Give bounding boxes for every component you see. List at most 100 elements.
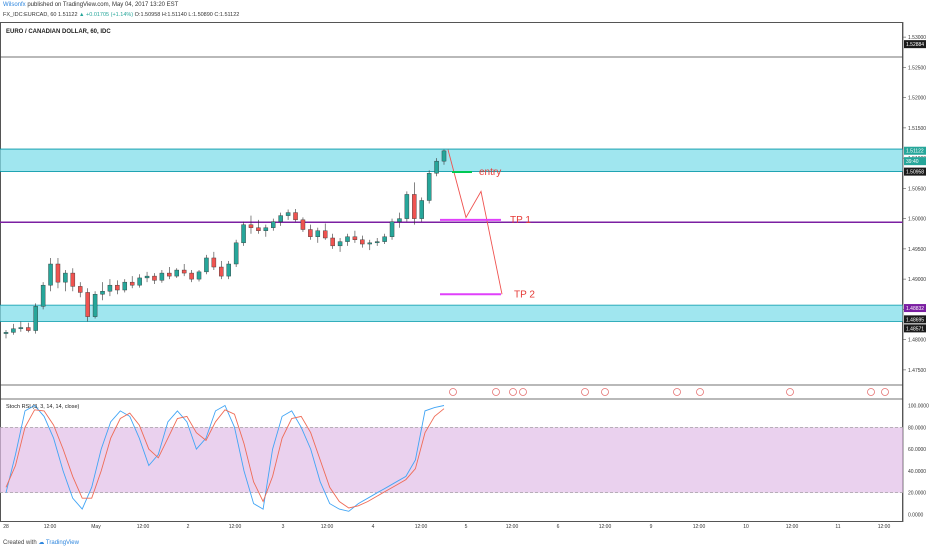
candle [360, 235, 365, 248]
tradingview-link[interactable]: TradingView [45, 540, 79, 546]
candle [397, 212, 402, 228]
time-tick-label: 4 [372, 524, 375, 530]
candle [100, 282, 105, 301]
stoch-title: Stoch RSI (3, 3, 14, 14, close) [6, 404, 80, 410]
stoch-d-line [5, 408, 445, 509]
candle-body [11, 328, 16, 333]
candle-body [241, 224, 246, 244]
price-tick-label: 1.49500 [908, 247, 926, 253]
time-tick-label: 28 [3, 524, 9, 530]
candle [308, 224, 313, 240]
event-marker-icon [881, 388, 889, 396]
candle-body [181, 269, 187, 274]
candle-body [271, 221, 276, 228]
candle [285, 209, 291, 220]
event-marker-icon [673, 388, 681, 396]
event-marker-icon [492, 388, 500, 396]
candle [159, 270, 165, 283]
candle [382, 233, 387, 245]
stoch-tick-label: 100.0000 [908, 403, 929, 409]
time-tick-label: 12:00 [599, 524, 612, 530]
candle [33, 303, 38, 334]
candle-body [159, 272, 165, 281]
tradingview-logo-icon: ☁ [38, 540, 45, 546]
event-marker-icon [581, 388, 589, 396]
candle-body [441, 150, 447, 162]
price-tick-label: 1.50000 [908, 217, 926, 223]
candle-body [278, 215, 283, 222]
price-label-box [904, 146, 926, 155]
time-tick-label: 2 [187, 524, 190, 530]
candle-body [256, 227, 261, 231]
candle-body [233, 242, 239, 265]
candle [219, 260, 224, 280]
stoch-band [0, 427, 903, 493]
event-marker-icon [696, 388, 704, 396]
candle [211, 251, 217, 271]
stoch-k-line [5, 404, 445, 512]
time-tick-label: 12:00 [137, 524, 150, 530]
candle [152, 273, 157, 284]
candle [40, 282, 46, 310]
candle [107, 279, 113, 297]
time-tick-label: 12:00 [693, 524, 706, 530]
candle-body [300, 219, 306, 230]
candle-body [40, 284, 46, 307]
candle [137, 274, 142, 288]
candle [181, 264, 187, 277]
candle [189, 270, 194, 283]
author-link[interactable]: Wilsonfx [3, 2, 26, 8]
candle-body [122, 281, 128, 291]
candle-body [115, 284, 120, 291]
time-tick-label: 10 [743, 524, 749, 530]
price-label: 1.48695 [906, 317, 924, 323]
created-with-text: Created with [3, 540, 37, 546]
low-value: L:1.50890 [188, 12, 213, 18]
candle-body [26, 327, 31, 331]
candle [389, 218, 395, 240]
price-tick-label: 1.51500 [908, 126, 926, 132]
symbol-name: FX_IDC:EURCAD, 60 [3, 12, 57, 18]
price-pane: entry TP 1 TP 2 1.53000 1.52500 1.52000 1.5150… [0, 22, 926, 522]
candle [11, 323, 16, 335]
candle [129, 276, 135, 289]
candle [441, 149, 447, 165]
candle-body [360, 239, 365, 245]
time-tick-label: 12:00 [506, 524, 519, 530]
candle [263, 224, 269, 237]
stoch-tick-label: 40.0000 [908, 469, 926, 475]
candle-body [404, 194, 410, 219]
price-label-box [904, 315, 926, 324]
candle-body [374, 241, 380, 244]
annotation-tp-1: TP 1 [510, 215, 531, 226]
candle-body [330, 237, 335, 247]
stoch-pane: 100.0000 80.0000 60.0000 40.0000 20.0000 0.00… [0, 403, 929, 519]
candle-body [293, 212, 298, 221]
candle-body [308, 229, 313, 237]
candle [167, 267, 172, 280]
last-price: 1.51122 [58, 12, 78, 18]
candle [85, 288, 90, 322]
time-tick-label: 11 [835, 524, 840, 530]
candle [233, 239, 239, 268]
chart-frame [0, 22, 903, 522]
candle [55, 257, 61, 289]
price-label: 1.48832 [906, 306, 924, 312]
candle [122, 279, 128, 293]
event-marker-icon [449, 388, 457, 396]
publish-text: published on TradingView.com, May 04, 20… [25, 2, 179, 8]
candle-body [144, 275, 150, 279]
event-marker-icon [509, 388, 517, 396]
candle [300, 217, 306, 232]
candle-body [77, 286, 83, 293]
candle-body [129, 281, 135, 286]
candle-body [174, 269, 179, 277]
candle [48, 257, 53, 292]
time-tick-label: 12:00 [786, 524, 799, 530]
candle [278, 212, 283, 226]
price-tick-label: 1.52500 [908, 65, 926, 71]
candle-body [196, 271, 202, 280]
price-tick-label: 1.49000 [908, 277, 926, 283]
time-axis: 28 12:00 May 12:00 2 12:00 3 12:00 4 12:00 5 12:00 6… [3, 524, 890, 530]
